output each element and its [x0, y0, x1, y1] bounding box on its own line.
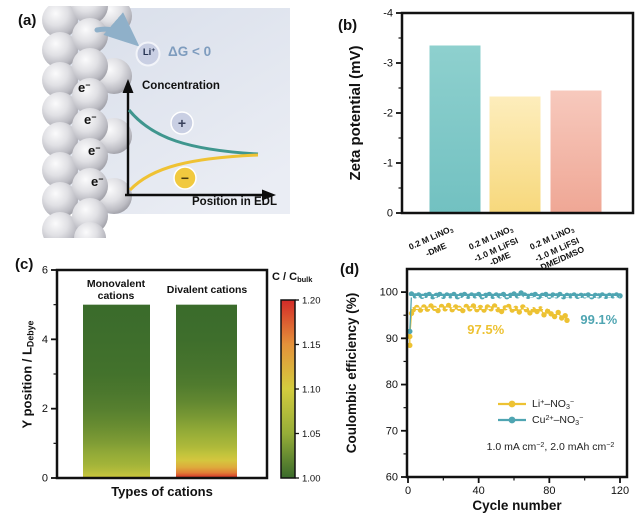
position-axis-label: Position in EDL	[192, 196, 277, 208]
zeta-potential-bar-chart: 0 -1 -2 -3 -4 Zeta potential (mV)	[347, 8, 635, 220]
li-series-marker-icon	[498, 401, 526, 408]
svg-text:4: 4	[42, 334, 48, 346]
electron-label: e−	[91, 174, 104, 189]
legend-entry-cu: Cu2+–NO3−	[497, 414, 583, 427]
plus-symbol: +	[178, 115, 186, 131]
svg-text:Cycle number: Cycle number	[472, 498, 562, 513]
svg-text:-1: -1	[383, 158, 393, 170]
svg-text:-4: -4	[383, 8, 393, 20]
svg-text:1.15: 1.15	[302, 340, 321, 351]
electron-label: e−	[88, 143, 101, 158]
edl-schematic-diagram: + −	[42, 6, 290, 238]
svg-text:80: 80	[386, 379, 398, 391]
svg-text:0: 0	[42, 473, 48, 485]
chart-legend: Li+–NO3− Cu2+–NO3−	[497, 398, 583, 427]
svg-text:0: 0	[387, 208, 393, 220]
desorption-arrow-icon	[94, 12, 140, 47]
coulombic-efficiency-chart: 60 70 80 90 100 0 40 80 120 Cycle number Coulombic…	[344, 267, 629, 513]
svg-text:Zeta potential (mV): Zeta potential (mV)	[347, 45, 364, 180]
concentration-axis-arrowhead-icon	[122, 79, 134, 93]
heatmap-x-axis-label: Types of cations	[111, 484, 213, 499]
minus-symbol: −	[181, 170, 189, 186]
anion-symbol-circle	[173, 166, 197, 190]
li-ion-label: Li+	[142, 47, 156, 58]
zeta-axis: 0 -1 -2 -3 -4 Zeta potential (mV)	[347, 8, 635, 220]
efficiency-axis: 60 70 80 90 100 0 40 80 120 Cycle number Coulombic…	[344, 267, 629, 513]
svg-text:6: 6	[42, 265, 48, 277]
svg-text:1.00: 1.00	[302, 473, 321, 484]
electron-label: e−	[78, 80, 91, 95]
bar	[429, 45, 481, 213]
heatmap-column	[176, 304, 237, 478]
heatmap-column	[83, 304, 150, 478]
legend-label-li: Li+–NO3−	[532, 398, 575, 411]
legend-entry-li: Li+–NO3−	[497, 398, 583, 411]
series-0	[407, 302, 570, 348]
svg-text:90: 90	[386, 333, 398, 345]
cation-heatmap-chart: 0 2 4 6 1.00 1.05 1.10 1.15 1.20	[42, 265, 321, 485]
divalent-column-label: Divalent cations	[166, 284, 248, 296]
cation-symbol-circle	[170, 111, 194, 135]
svg-text:-2: -2	[383, 108, 393, 120]
cation-concentration-curve	[127, 109, 259, 156]
heatmap-axis: 0 2 4 6	[42, 265, 269, 485]
svg-text:1.20: 1.20	[302, 295, 321, 306]
svg-text:1.05: 1.05	[302, 429, 321, 440]
svg-text:120: 120	[611, 485, 629, 497]
panel-a-label: (a)	[18, 12, 37, 29]
bar	[550, 90, 602, 213]
panel-b-label: (b)	[338, 17, 358, 34]
series-1	[407, 290, 623, 335]
legend-label-cu: Cu2+–NO3−	[532, 413, 584, 427]
heatmap-y-axis-label: Y position / LDebye	[19, 320, 36, 429]
svg-text:2: 2	[42, 403, 48, 415]
svg-text:1.10: 1.10	[302, 384, 321, 395]
colorbar-title: C / Cbulk	[272, 271, 313, 284]
concentration-axis-label: Concentration	[142, 80, 220, 92]
efficiency-series	[407, 290, 623, 348]
mini-axes	[125, 90, 264, 197]
monovalent-column-label: Monovalent cations	[86, 278, 146, 303]
colorbar: 1.00 1.05 1.10 1.15 1.20	[280, 295, 321, 484]
svg-text:99.1%: 99.1%	[580, 312, 617, 327]
li-ion-circle	[135, 41, 161, 67]
heatmap-columns	[83, 304, 237, 478]
svg-text:97.5%: 97.5%	[467, 322, 504, 337]
test-condition-note: 1.0 mA cm−2, 2.0 mAh cm−2	[486, 441, 615, 454]
bar	[489, 96, 541, 213]
delta-g-label: ΔG < 0	[168, 44, 212, 59]
svg-text:Coulombic efficiency (%): Coulombic efficiency (%)	[344, 293, 359, 454]
svg-text:100: 100	[380, 287, 398, 299]
zeta-bars	[429, 45, 602, 213]
electron-label: e−	[84, 112, 97, 127]
svg-text:70: 70	[386, 425, 398, 437]
svg-text:-3: -3	[383, 58, 393, 70]
panel-c-label: (c)	[15, 256, 34, 273]
electrode-sphere-stack	[42, 6, 132, 238]
panel-d-label: (d)	[340, 261, 360, 278]
svg-text:60: 60	[386, 472, 398, 484]
cu-series-marker-icon	[498, 417, 526, 424]
svg-text:40: 40	[473, 485, 485, 497]
position-axis-arrowhead-icon	[262, 189, 276, 201]
svg-text:80: 80	[543, 485, 555, 497]
svg-text:0: 0	[405, 485, 411, 497]
anion-concentration-curve	[128, 153, 259, 192]
